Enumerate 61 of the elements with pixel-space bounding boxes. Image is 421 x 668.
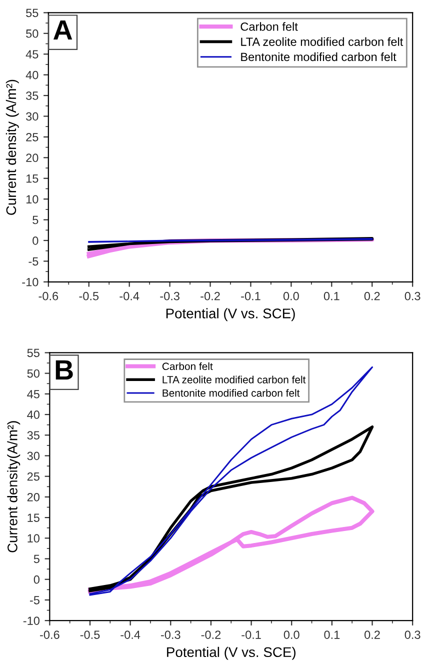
y-tick-label: -5	[28, 257, 38, 266]
annotation: A	[53, 20, 72, 40]
y-tick-label: 5	[32, 216, 38, 224]
x-tick-label: -0.4	[120, 292, 140, 300]
x-tick-label: 0.3	[404, 292, 420, 300]
x-axis-title: Potential (V vs. SCE)	[166, 308, 295, 322]
legend-label: Bentonite modified carbon felt	[241, 52, 396, 62]
x-tick-label: -0.1	[241, 292, 260, 300]
y-tick-label: 25	[26, 132, 38, 142]
y-tick-label: -10	[22, 278, 38, 286]
x-axis-title: Potential (V vs. SCE)	[167, 646, 296, 660]
y-tick-label: 50	[27, 369, 40, 378]
x-tick-label: -0.6	[40, 630, 60, 639]
y-tick-label: 55	[27, 348, 40, 358]
x-tick-label: -0.5	[80, 630, 100, 639]
legend-label: LTA zeolite modified carbon felt	[162, 376, 306, 384]
y-tick-label: 30	[27, 452, 40, 460]
y-tick-label: 40	[27, 410, 40, 419]
y-tick-label: 0	[34, 575, 40, 584]
y-axis-title: Current density(A/m²)	[7, 421, 20, 552]
x-tick-label: 0.0	[283, 292, 299, 300]
annotation: B	[56, 360, 73, 380]
x-tick-label: -0.2	[201, 630, 221, 639]
legend-label: Carbon felt	[240, 22, 298, 31]
y-tick-label: 10	[28, 534, 40, 543]
y-tick-label: 10	[26, 195, 38, 204]
y-axis-title: Current density (A/m²)	[6, 80, 19, 215]
y-tick-label: 40	[26, 70, 38, 80]
y-tick-label: 55	[26, 8, 38, 18]
x-tick-label: -0.4	[120, 630, 140, 639]
y-tick-label: 15	[26, 174, 38, 183]
line-series	[88, 496, 374, 594]
x-tick-label: 0.2	[364, 630, 380, 639]
y-tick-label: 35	[26, 92, 38, 100]
x-tick-label: 0.0	[284, 630, 300, 639]
y-tick-label: -5	[30, 596, 40, 604]
x-tick-label: -0.2	[200, 292, 220, 300]
legend-label: Bentonite modified carbon felt	[162, 389, 300, 397]
legend-label: LTA zeolite modified carbon felt	[241, 37, 404, 46]
y-tick-label: 45	[27, 390, 40, 398]
y-tick-label: 30	[26, 112, 38, 121]
y-tick-label: 20	[27, 492, 40, 502]
y-tick-label: 20	[26, 154, 38, 162]
y-tick-label: 5	[34, 554, 40, 564]
y-tick-label: 35	[27, 431, 40, 440]
y-tick-label: -10	[23, 616, 40, 625]
y-tick-label: 0	[32, 236, 38, 245]
x-tick-label: -0.3	[161, 630, 180, 639]
x-tick-label: -0.5	[79, 292, 99, 300]
y-tick-label: 25	[27, 472, 40, 481]
x-tick-label: -0.1	[242, 630, 261, 639]
y-tick-label: 45	[26, 50, 38, 58]
x-tick-label: -0.6	[38, 292, 58, 300]
x-tick-label: 0.1	[324, 630, 340, 639]
x-tick-label: 0.3	[404, 630, 420, 639]
x-tick-label: -0.3	[160, 292, 180, 300]
legend-label: Carbon felt	[162, 362, 213, 370]
x-tick-label: 0.2	[364, 292, 380, 300]
y-tick-label: 15	[28, 514, 40, 522]
y-tick-label: 50	[26, 29, 38, 38]
x-tick-label: 0.1	[324, 292, 340, 300]
